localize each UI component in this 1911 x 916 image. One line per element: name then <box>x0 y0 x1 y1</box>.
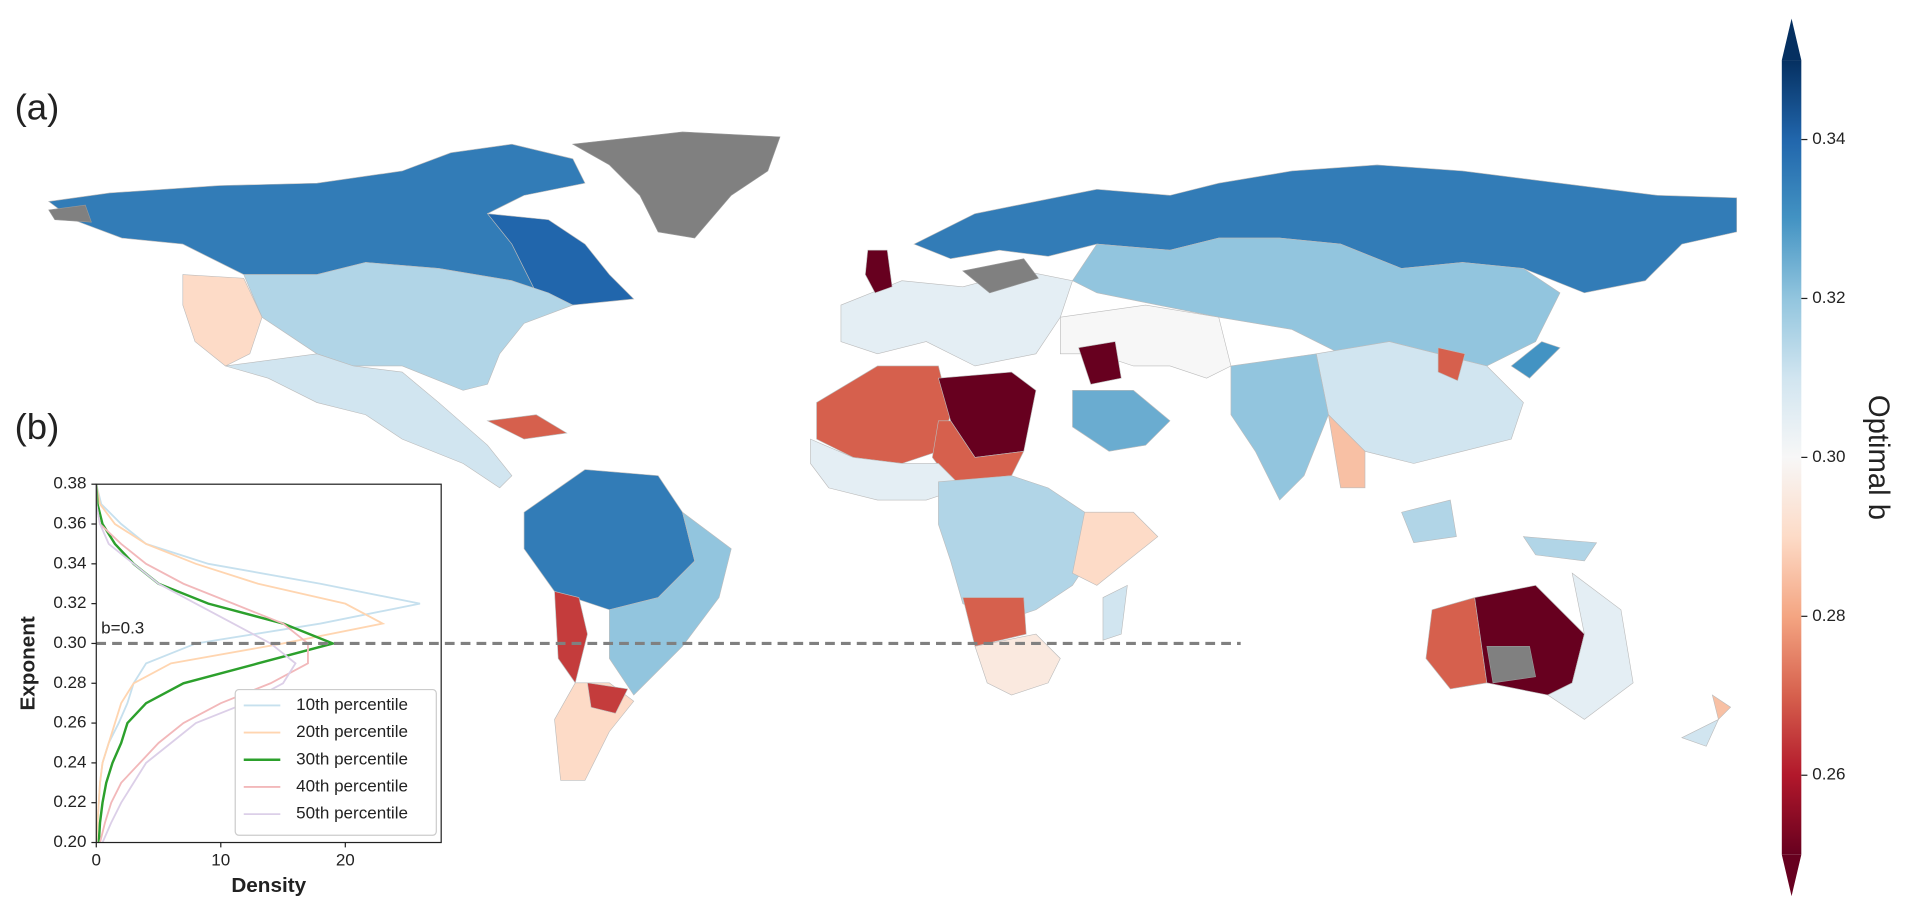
region <box>1102 584 1128 641</box>
region <box>486 414 568 440</box>
colorbar-extend <box>1781 854 1802 897</box>
region <box>1072 511 1159 586</box>
region <box>1711 694 1732 721</box>
region <box>1072 237 1561 367</box>
reference-label: b=0.3 <box>101 618 144 637</box>
region <box>1547 572 1634 720</box>
region <box>1401 499 1457 544</box>
region <box>609 511 732 696</box>
x-tick-label: 20 <box>336 850 355 869</box>
y-axis-label: Exponent <box>17 616 40 710</box>
region <box>840 270 1073 367</box>
region <box>587 682 629 714</box>
region <box>554 591 588 684</box>
region <box>1327 413 1366 489</box>
colorbar-tick-label: 0.26 <box>1812 765 1845 784</box>
y-tick-label: 0.34 <box>53 553 86 572</box>
no-data-region <box>962 258 1039 294</box>
density-line <box>96 484 337 843</box>
x-tick-label: 10 <box>211 850 230 869</box>
world-map <box>47 131 1738 781</box>
y-tick-label: 0.32 <box>53 593 86 612</box>
region <box>486 213 635 306</box>
region <box>816 365 951 464</box>
colorbar-tick-label: 0.30 <box>1812 447 1845 466</box>
region <box>1474 585 1585 696</box>
density-line <box>96 484 297 843</box>
region <box>962 597 1027 647</box>
legend-label: 40th percentile <box>296 776 408 795</box>
panel-label: (a) <box>15 87 60 128</box>
legend-label: 10th percentile <box>296 695 408 714</box>
region <box>1060 304 1232 379</box>
region <box>1510 341 1561 379</box>
no-data-region <box>48 204 92 223</box>
colorbar-tick-label: 0.32 <box>1812 288 1845 307</box>
density-chart: b=0.3 0.20 0.22 0.24 0.26 0.28 0.30 0.32 0.34 0.3… <box>17 474 1241 897</box>
panel-label: (b) <box>15 406 60 447</box>
colorbar-body <box>1781 60 1802 855</box>
region <box>938 475 1098 623</box>
x-tick-label: 0 <box>92 850 101 869</box>
axes-frame <box>95 483 442 844</box>
colorbar-label: Optimal b <box>1862 395 1894 520</box>
y-tick-label: 0.26 <box>53 713 86 732</box>
no-data-region <box>1486 645 1536 684</box>
legend-label: 50th percentile <box>296 804 408 823</box>
colorbar-extend <box>1781 18 1802 61</box>
y-tick-label: 0.38 <box>53 474 86 493</box>
no-data-region <box>571 131 781 239</box>
legend-label: 20th percentile <box>296 722 408 741</box>
x-axis-label: Density <box>231 874 306 897</box>
colorbar: 0.26 0.28 0.30 0.32 0.34 <box>1781 18 1845 897</box>
region <box>1078 341 1122 385</box>
density-line <box>96 484 386 843</box>
region <box>182 274 263 367</box>
region <box>974 633 1061 696</box>
region <box>1522 536 1598 562</box>
y-tick-label: 0.24 <box>53 752 86 771</box>
region <box>1425 597 1488 690</box>
region <box>1230 353 1329 501</box>
colorbar-tick-label: 0.28 <box>1812 606 1845 625</box>
region <box>1437 347 1466 382</box>
y-tick-label: 0.28 <box>53 673 86 692</box>
density-line <box>96 484 309 843</box>
y-tick-label: 0.30 <box>53 633 86 652</box>
region <box>865 249 893 294</box>
region <box>1681 718 1720 747</box>
region <box>1072 390 1171 452</box>
colorbar-tick-label: 0.34 <box>1812 129 1845 148</box>
region <box>225 353 513 489</box>
y-tick-label: 0.20 <box>53 832 86 851</box>
legend-box <box>234 688 437 836</box>
y-tick-label: 0.36 <box>53 514 86 533</box>
legend-label: 30th percentile <box>296 749 408 768</box>
region <box>932 420 1025 483</box>
y-tick-label: 0.22 <box>53 792 86 811</box>
